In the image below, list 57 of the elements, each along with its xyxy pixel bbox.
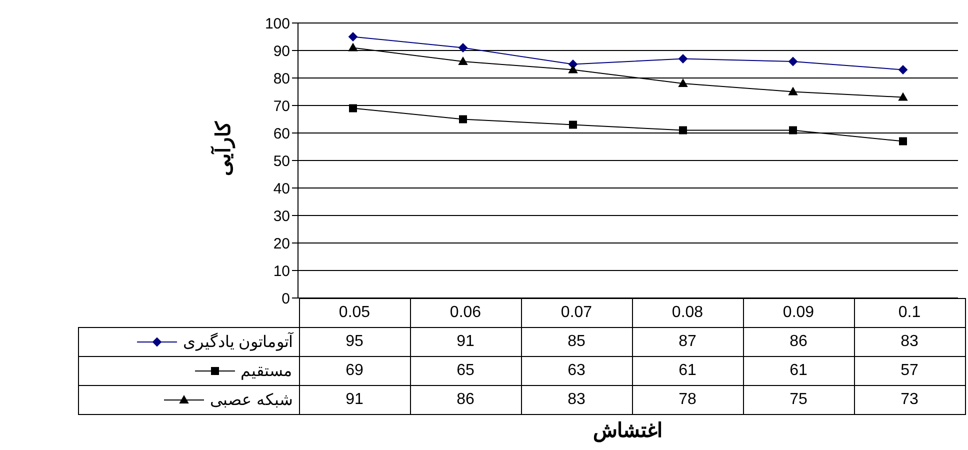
point: [568, 65, 578, 74]
data-label: 86: [743, 328, 854, 356]
y-axis-title: کارآیی: [210, 120, 236, 176]
point: [678, 54, 688, 64]
point: [898, 65, 908, 74]
y-tick-label: 60: [273, 125, 290, 142]
point: [679, 126, 687, 134]
x-tick-label: 0.09: [743, 298, 854, 328]
data-label: 83: [521, 386, 632, 414]
y-tick-label: 10: [273, 262, 290, 280]
data-label: 83: [854, 328, 965, 356]
point: [678, 79, 688, 87]
point: [899, 137, 907, 146]
point: [788, 57, 798, 66]
y-tick-label: 30: [273, 208, 290, 225]
data-label: 73: [854, 386, 965, 414]
x-tick-label: 0.05: [299, 298, 410, 328]
legend-label: شبکه عصبی: [210, 391, 292, 410]
data-label: 65: [410, 356, 521, 386]
x-tick-label: 0.06: [410, 298, 521, 328]
y-tick-label: 100: [264, 15, 290, 32]
x-tick-label: 0.1: [854, 298, 965, 328]
point: [459, 115, 467, 124]
point: [788, 87, 798, 96]
point: [458, 57, 468, 65]
data-label: 57: [854, 356, 965, 386]
legend-label: آتوماتون یادگیری: [183, 332, 292, 352]
data-label: 61: [632, 356, 743, 386]
y-tick-label: 20: [273, 235, 290, 252]
legend-label: مستقیم: [240, 362, 292, 381]
y-tick-label: 50: [273, 152, 290, 170]
data-label: 69: [299, 356, 410, 386]
x-axis-title: اغتشاش: [592, 419, 664, 443]
y-tick-label: 80: [273, 70, 290, 88]
y-tick-label: 0: [282, 290, 290, 308]
y-tick-label: 40: [273, 180, 290, 198]
data-label: 63: [521, 356, 632, 386]
data-label: 95: [299, 328, 410, 356]
data-label: 75: [743, 386, 854, 414]
data-label: 87: [632, 328, 743, 356]
data-label: 86: [410, 386, 521, 414]
data-label: 91: [299, 386, 410, 414]
data-label: 91: [410, 328, 521, 356]
data-label: 61: [743, 356, 854, 386]
y-tick-label: 90: [273, 42, 290, 60]
data-label: 85: [521, 328, 632, 356]
x-tick-label: 0.07: [521, 298, 632, 328]
x-tick-label: 0.08: [632, 298, 743, 328]
point: [349, 104, 357, 112]
data-label: 78: [632, 386, 743, 414]
point: [348, 43, 358, 52]
point: [898, 92, 908, 101]
point: [569, 120, 577, 129]
point: [789, 126, 797, 134]
point: [348, 32, 358, 42]
point: [458, 43, 468, 52]
y-tick-label: 70: [273, 98, 290, 115]
